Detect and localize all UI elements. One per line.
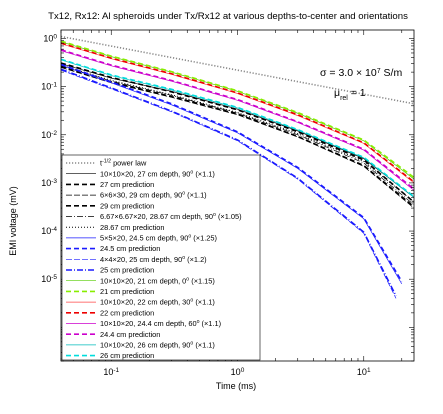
y-tick-label-5: 10-5 bbox=[41, 274, 57, 285]
series-line-10 bbox=[61, 68, 397, 297]
legend-entry-4: 29 cm prediction bbox=[100, 201, 154, 210]
legend-entry-18: 26 cm prediction bbox=[100, 351, 154, 360]
chart-title: Tx12, Rx12: Al spheroids under Tx/Rx12 a… bbox=[48, 11, 408, 22]
x-tick-label-0: 10-1 bbox=[103, 367, 119, 378]
legend-entry-13: 10×10×20, 22 cm depth, 30o (×1.1) bbox=[100, 298, 215, 307]
legend-entry-2: 27 cm prediction bbox=[100, 180, 154, 189]
legend-entry-9: 4×4×20, 25 cm depth, 90o (×1.2) bbox=[100, 255, 207, 264]
sigma-annotation: σ = 3.0 × 107 S/m bbox=[320, 67, 402, 79]
series-layer bbox=[61, 35, 414, 299]
legend-entry-0: t-1/2 power law bbox=[100, 159, 147, 168]
legend-entry-16: 24.4 cm prediction bbox=[100, 330, 160, 339]
y-tick-label-2: 10-2 bbox=[41, 129, 57, 140]
series-line-12 bbox=[61, 40, 414, 179]
y-tick-label-4: 10-4 bbox=[41, 226, 57, 237]
legend-entry-11: 10×10×20, 21 cm depth, 0o (×1.15) bbox=[100, 276, 215, 285]
legend-entry-17: 10×10×20, 26 cm depth, 90o (×1.1) bbox=[100, 341, 215, 350]
legend-entry-5: 6.67×6.67×20, 28.67 cm depth, 90o (×1.05… bbox=[100, 212, 242, 221]
legend-entry-6: 28.67 cm prediction bbox=[100, 223, 165, 232]
series-line-7 bbox=[61, 64, 403, 285]
series-line-16 bbox=[61, 49, 414, 190]
legend-entry-12: 21 cm prediction bbox=[100, 287, 154, 296]
x-tick-label-1: 100 bbox=[231, 367, 245, 378]
legend-entry-3: 6×6×30, 29 cm depth, 90o (×1.1) bbox=[100, 191, 207, 200]
y-tick-label-3: 10-3 bbox=[41, 177, 57, 188]
series-line-14 bbox=[61, 42, 414, 183]
mu-annotation: μrel = 1 bbox=[334, 87, 366, 102]
y-axis-label: EMI voltage (mV) bbox=[8, 186, 18, 256]
y-tick-label-1: 10-1 bbox=[41, 81, 57, 92]
series-line-4 bbox=[61, 65, 414, 208]
series-line-18 bbox=[61, 58, 414, 198]
series-line-6 bbox=[61, 64, 414, 203]
legend-entry-1: 10×10×20, 27 cm depth, 90o (×1.1) bbox=[100, 169, 215, 178]
tick-layer: 10-1 100 101 100 10-1 10-2 10-3 10-4 10-5 bbox=[41, 30, 414, 377]
svg-text:μrel = 1: μrel = 1 bbox=[334, 87, 366, 102]
legend-box bbox=[61, 154, 261, 361]
legend-entry-10: 25 cm prediction bbox=[100, 266, 154, 275]
legend-entry-15: 10×10×20, 24.4 cm depth, 60o (×1.1) bbox=[100, 319, 221, 328]
x-tick-label-2: 101 bbox=[357, 367, 371, 378]
y-tick-label-0: 100 bbox=[43, 33, 57, 44]
x-axis-label: Time (ms) bbox=[216, 381, 256, 391]
series-line-2 bbox=[61, 62, 414, 203]
svg-text:σ = 3.0 × 107 S/m: σ = 3.0 × 107 S/m bbox=[320, 67, 402, 79]
series-line-9 bbox=[61, 69, 397, 299]
legend-entry-14: 22 cm prediction bbox=[100, 308, 154, 317]
legend-entry-8: 24.5 cm prediction bbox=[100, 244, 160, 253]
legend-entry-7: 5×5×20, 24.5 cm depth, 90o (×1.25) bbox=[100, 234, 217, 243]
